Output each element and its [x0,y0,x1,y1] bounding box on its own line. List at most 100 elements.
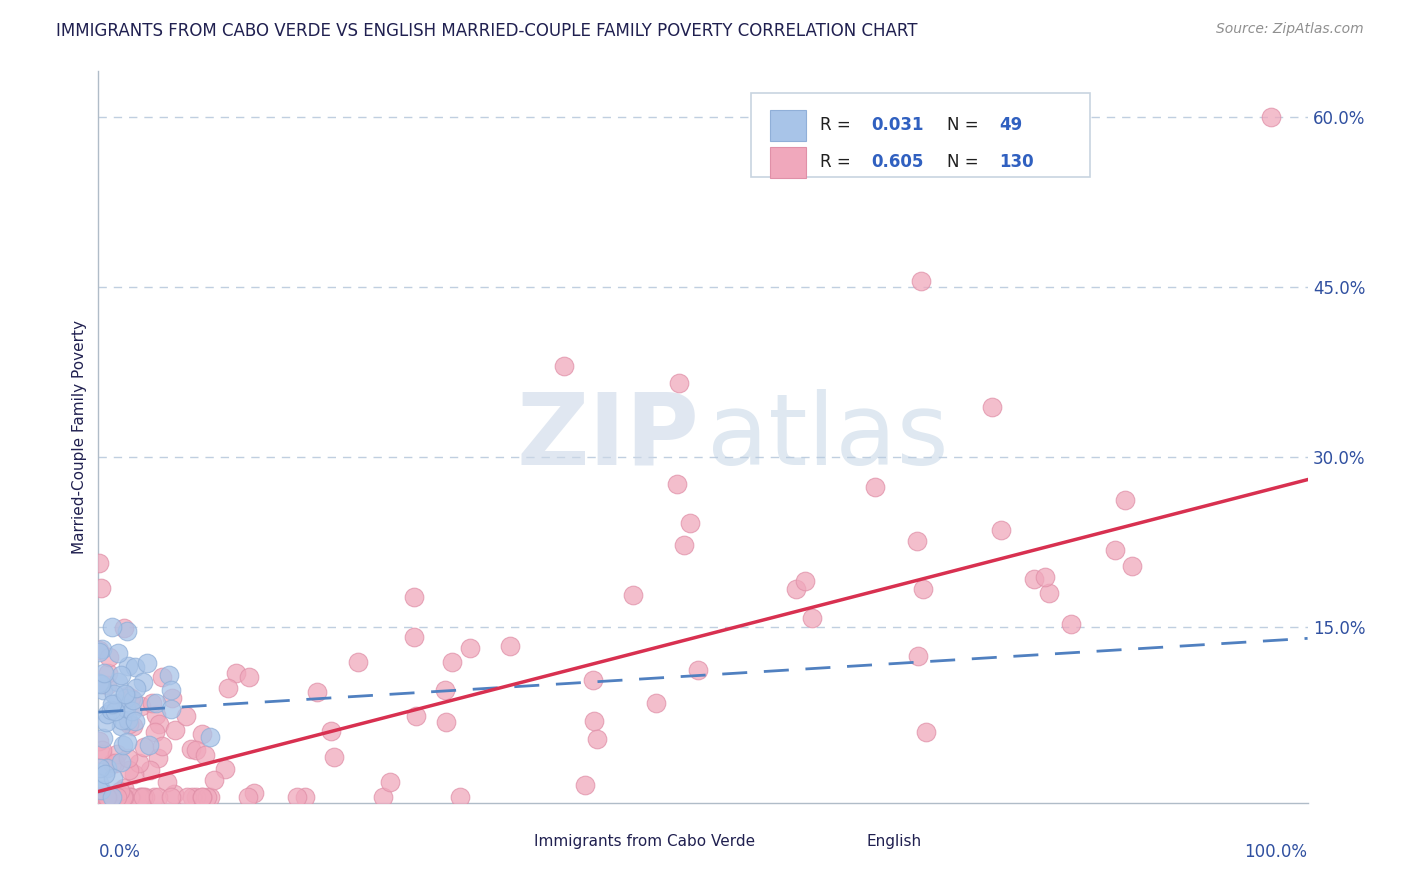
Text: N =: N = [948,116,984,135]
Point [553,359,575,374]
Point [112,790,135,805]
Point [236,790,259,805]
Point [129,698,152,713]
Point [90,783,112,797]
Point [148,717,170,731]
Point [582,714,605,728]
Point [115,690,138,705]
Point [101,697,124,711]
Point [434,683,457,698]
Point [915,725,938,739]
Y-axis label: Married-Couple Family Poverty: Married-Couple Family Poverty [72,320,87,554]
Point [294,790,316,805]
Text: R =: R = [820,116,856,135]
Point [582,673,605,687]
Point [202,772,225,787]
Point [122,767,145,781]
Point [378,775,401,789]
Point [103,790,125,805]
Point [371,790,394,805]
Point [115,689,138,703]
Point [107,674,129,689]
Point [146,790,169,805]
FancyBboxPatch shape [751,94,1090,178]
Point [198,790,221,805]
Point [110,719,132,733]
Point [104,756,127,770]
Point [156,774,179,789]
Point [122,693,145,707]
Point [1260,110,1282,124]
Text: IMMIGRANTS FROM CABO VERDE VS ENGLISH MARRIED-COUPLE FAMILY POVERTY CORRELATION : IMMIGRANTS FROM CABO VERDE VS ENGLISH MA… [56,22,918,40]
Point [96,707,118,722]
Point [686,664,709,678]
Point [498,639,520,653]
Point [238,670,260,684]
Text: Immigrants from Cabo Verde: Immigrants from Cabo Verde [534,834,755,849]
Point [679,516,702,530]
Point [100,703,122,717]
Point [405,708,427,723]
Point [96,761,118,775]
Text: atlas: atlas [707,389,948,485]
Point [402,591,425,605]
Point [434,715,457,730]
Point [96,790,118,805]
Point [110,790,132,805]
Point [1114,493,1136,508]
Point [176,790,198,805]
Point [112,622,135,636]
Point [101,771,124,785]
Point [111,713,134,727]
Point [402,630,425,644]
Point [97,666,120,681]
Point [180,790,202,805]
Point [174,708,197,723]
Point [101,790,124,805]
Point [89,734,111,748]
Point [103,687,125,701]
Point [186,743,208,757]
Point [1060,617,1083,632]
Point [87,776,110,790]
Point [89,790,111,805]
Text: Source: ZipAtlas.com: Source: ZipAtlas.com [1216,22,1364,37]
Point [91,747,114,762]
Point [800,611,823,625]
Point [117,658,139,673]
Point [91,641,114,656]
Point [124,660,146,674]
Point [160,691,183,706]
Point [129,790,152,805]
Point [89,643,111,657]
Point [120,790,142,805]
Point [120,790,142,805]
Point [91,683,114,698]
Point [136,656,159,670]
Point [191,790,214,805]
Point [114,687,136,701]
Point [644,696,666,710]
Point [911,582,934,597]
Point [285,790,308,805]
Point [907,648,929,663]
Point [186,790,208,805]
Point [307,685,329,699]
Point [160,702,183,716]
Point [794,574,817,589]
Point [96,678,118,692]
Point [157,668,180,682]
Point [89,790,111,805]
Point [105,747,128,761]
Point [319,723,342,738]
Point [138,738,160,752]
Point [621,588,644,602]
Point [89,557,111,571]
Point [124,681,146,696]
Text: 0.0%: 0.0% [98,843,141,861]
Point [190,790,212,805]
Point [574,778,596,792]
Point [217,681,239,695]
FancyBboxPatch shape [479,831,526,859]
Point [586,731,609,746]
